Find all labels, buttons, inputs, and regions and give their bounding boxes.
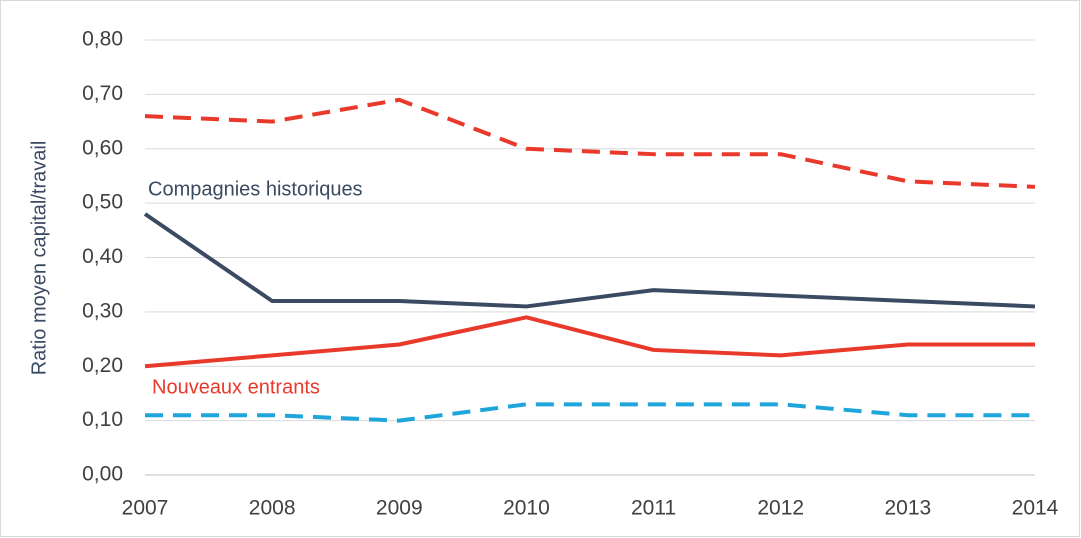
line [144,97,1036,189]
series-label: Compagnies historiques [148,178,363,200]
y-axis-label: Ratio moyen capital/travail [28,141,50,376]
x-tick-label: 2009 [376,497,423,520]
x-tick-label: 2008 [249,497,296,520]
y-tick-label: 0,10 [82,408,123,431]
y-tick-label: 0,00 [82,463,123,486]
x-tick-label: 2011 [631,497,676,520]
series-label: Nouveaux entrants [152,376,320,398]
x-tick-label: 2013 [884,497,931,520]
y-tick-label: 0,40 [82,245,123,268]
y-tick-label: 0,30 [82,299,123,322]
x-tick-label: 2012 [757,497,804,520]
y-tick-label: 0,80 [82,28,123,51]
line [144,315,1035,369]
x-tick-label: 2010 [503,497,550,520]
line [145,402,1035,423]
y-tick-label: 0,50 [82,191,123,214]
y-tick-label: 0,60 [82,136,123,159]
y-tick-label: 0,20 [82,354,123,377]
x-tick-label: 2014 [1012,497,1059,520]
line [143,212,1036,309]
x-tick-label: 2007 [122,497,169,520]
y-tick-label: 0,70 [82,82,123,105]
